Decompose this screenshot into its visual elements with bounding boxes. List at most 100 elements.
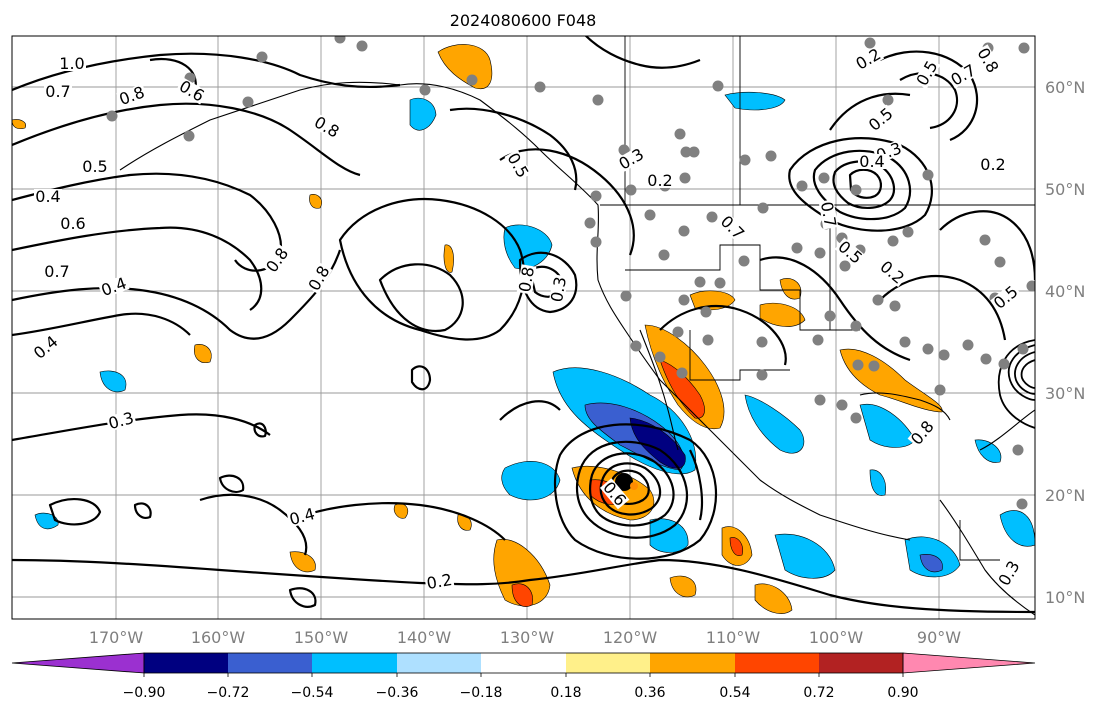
colorbar-tick-label: 0.36 [634,685,665,701]
station-dot [242,96,254,108]
station-dot [694,276,706,288]
station-dot [850,184,862,196]
station-dot [679,172,691,184]
contour-label-background [646,173,674,188]
colorbar-segment [735,653,819,673]
contour-label-background [310,113,343,141]
station-dot [1012,444,1024,456]
station-dot [872,294,884,306]
station-dot [934,384,946,396]
station-dot [654,351,666,363]
station-dot [674,128,686,140]
station-dot [1017,343,1029,355]
negative-shading [34,91,1035,579]
colorbar-segment [144,653,228,673]
station-dot [850,320,862,332]
contour-label: 0.6 [60,214,85,233]
station-dot [962,339,974,351]
station-dot [700,306,712,318]
colorbar-segment [819,653,903,673]
contour-label-background [30,332,62,363]
contour-label-background [818,199,839,230]
station-dot [590,190,602,202]
contour-label-background [34,189,62,204]
map-panel: 1.00.7 0.8 0.60.50.40.60.80.70.4 0.80.40.30… [12,36,1035,619]
station-dot [334,36,346,44]
latitude-label: 10°N [1045,588,1085,607]
colorbar-segment [650,653,735,673]
contour-label-background [834,237,866,268]
contour-label-background [305,262,333,295]
station-dot [814,394,826,406]
contour-label: 0.2 [425,570,453,593]
contour-label: 0.2 [647,171,672,190]
contour-label-background [59,216,87,231]
contour-labels: 1.00.7 0.8 0.60.50.40.60.80.70.4 0.80.40.30… [30,44,1024,593]
station-dot [739,154,751,166]
map-frame [11,35,1036,620]
contour-label-background [852,45,885,73]
contour-label: 1.0 [59,54,84,73]
contour-label-background [516,264,537,295]
contour-label: 0.3 [547,275,570,303]
latitude-label: 60°N [1045,78,1085,97]
contour-label-background [865,104,897,135]
station-dot [658,249,670,261]
longitude-label: 110°W [706,628,761,647]
longitude-label: 130°W [500,628,555,647]
contour-label: 0.7 [44,262,69,281]
colorbar-tick-label: −0.90 [123,685,166,701]
contour-label-background [548,274,569,305]
station-dot [630,340,642,352]
colorbar-tick-label: 0.54 [719,685,750,701]
station-dot [796,180,808,192]
longitude-label: 150°W [294,628,349,647]
station-dot [756,369,768,381]
contour-label-background [43,264,71,279]
longitude-label: 100°W [809,628,864,647]
colorbar-tick-label: −0.54 [291,685,334,701]
contour-label-background [615,145,648,173]
station-dot [889,300,901,312]
station-dot [839,260,851,272]
contour-label: 0.7 [817,200,840,228]
colorbar-frame [143,652,904,674]
contour-label-background [979,157,1007,172]
contour-label-background [116,83,148,108]
colorbar-tick-label: −0.72 [207,685,250,701]
colorbar-segment [566,653,650,673]
station-dot [714,277,726,289]
contour-label-background [974,44,1002,77]
station-dot [812,334,824,346]
station-dot [899,336,911,348]
station-dot [712,80,724,92]
contour-label: 0.8 [515,265,538,293]
coastlines [119,81,1035,616]
station-dot [887,235,899,247]
colorbar-extend-min [11,652,145,674]
colorbar-segment [481,653,566,673]
station-dot [836,399,848,411]
contour-label: 0.2 [980,155,1005,174]
contour-label-background [286,505,318,528]
contour-label: 0.4 [35,187,60,206]
colorbar-tick-label: 0.90 [887,685,918,701]
latitude-label: 20°N [1045,486,1085,505]
contour-label: 0.7 [45,82,70,101]
figure-title: 2024080600 F048 [450,11,597,30]
station-dot [757,202,769,214]
latitude-label: 30°N [1045,384,1085,403]
contour-label-background [504,149,532,182]
station-dot [676,367,688,379]
station-dot [356,40,368,52]
station-dot [644,209,656,221]
station-dot [765,150,777,162]
observation-stations [106,36,1035,510]
station-dot [818,172,830,184]
longitude-label: 90°W [917,628,961,647]
station-dot [592,94,604,106]
contour-lines [12,36,1035,614]
colorbar-segment [397,653,481,673]
contour-label-background [913,57,941,90]
contour-label-background [990,282,1022,313]
